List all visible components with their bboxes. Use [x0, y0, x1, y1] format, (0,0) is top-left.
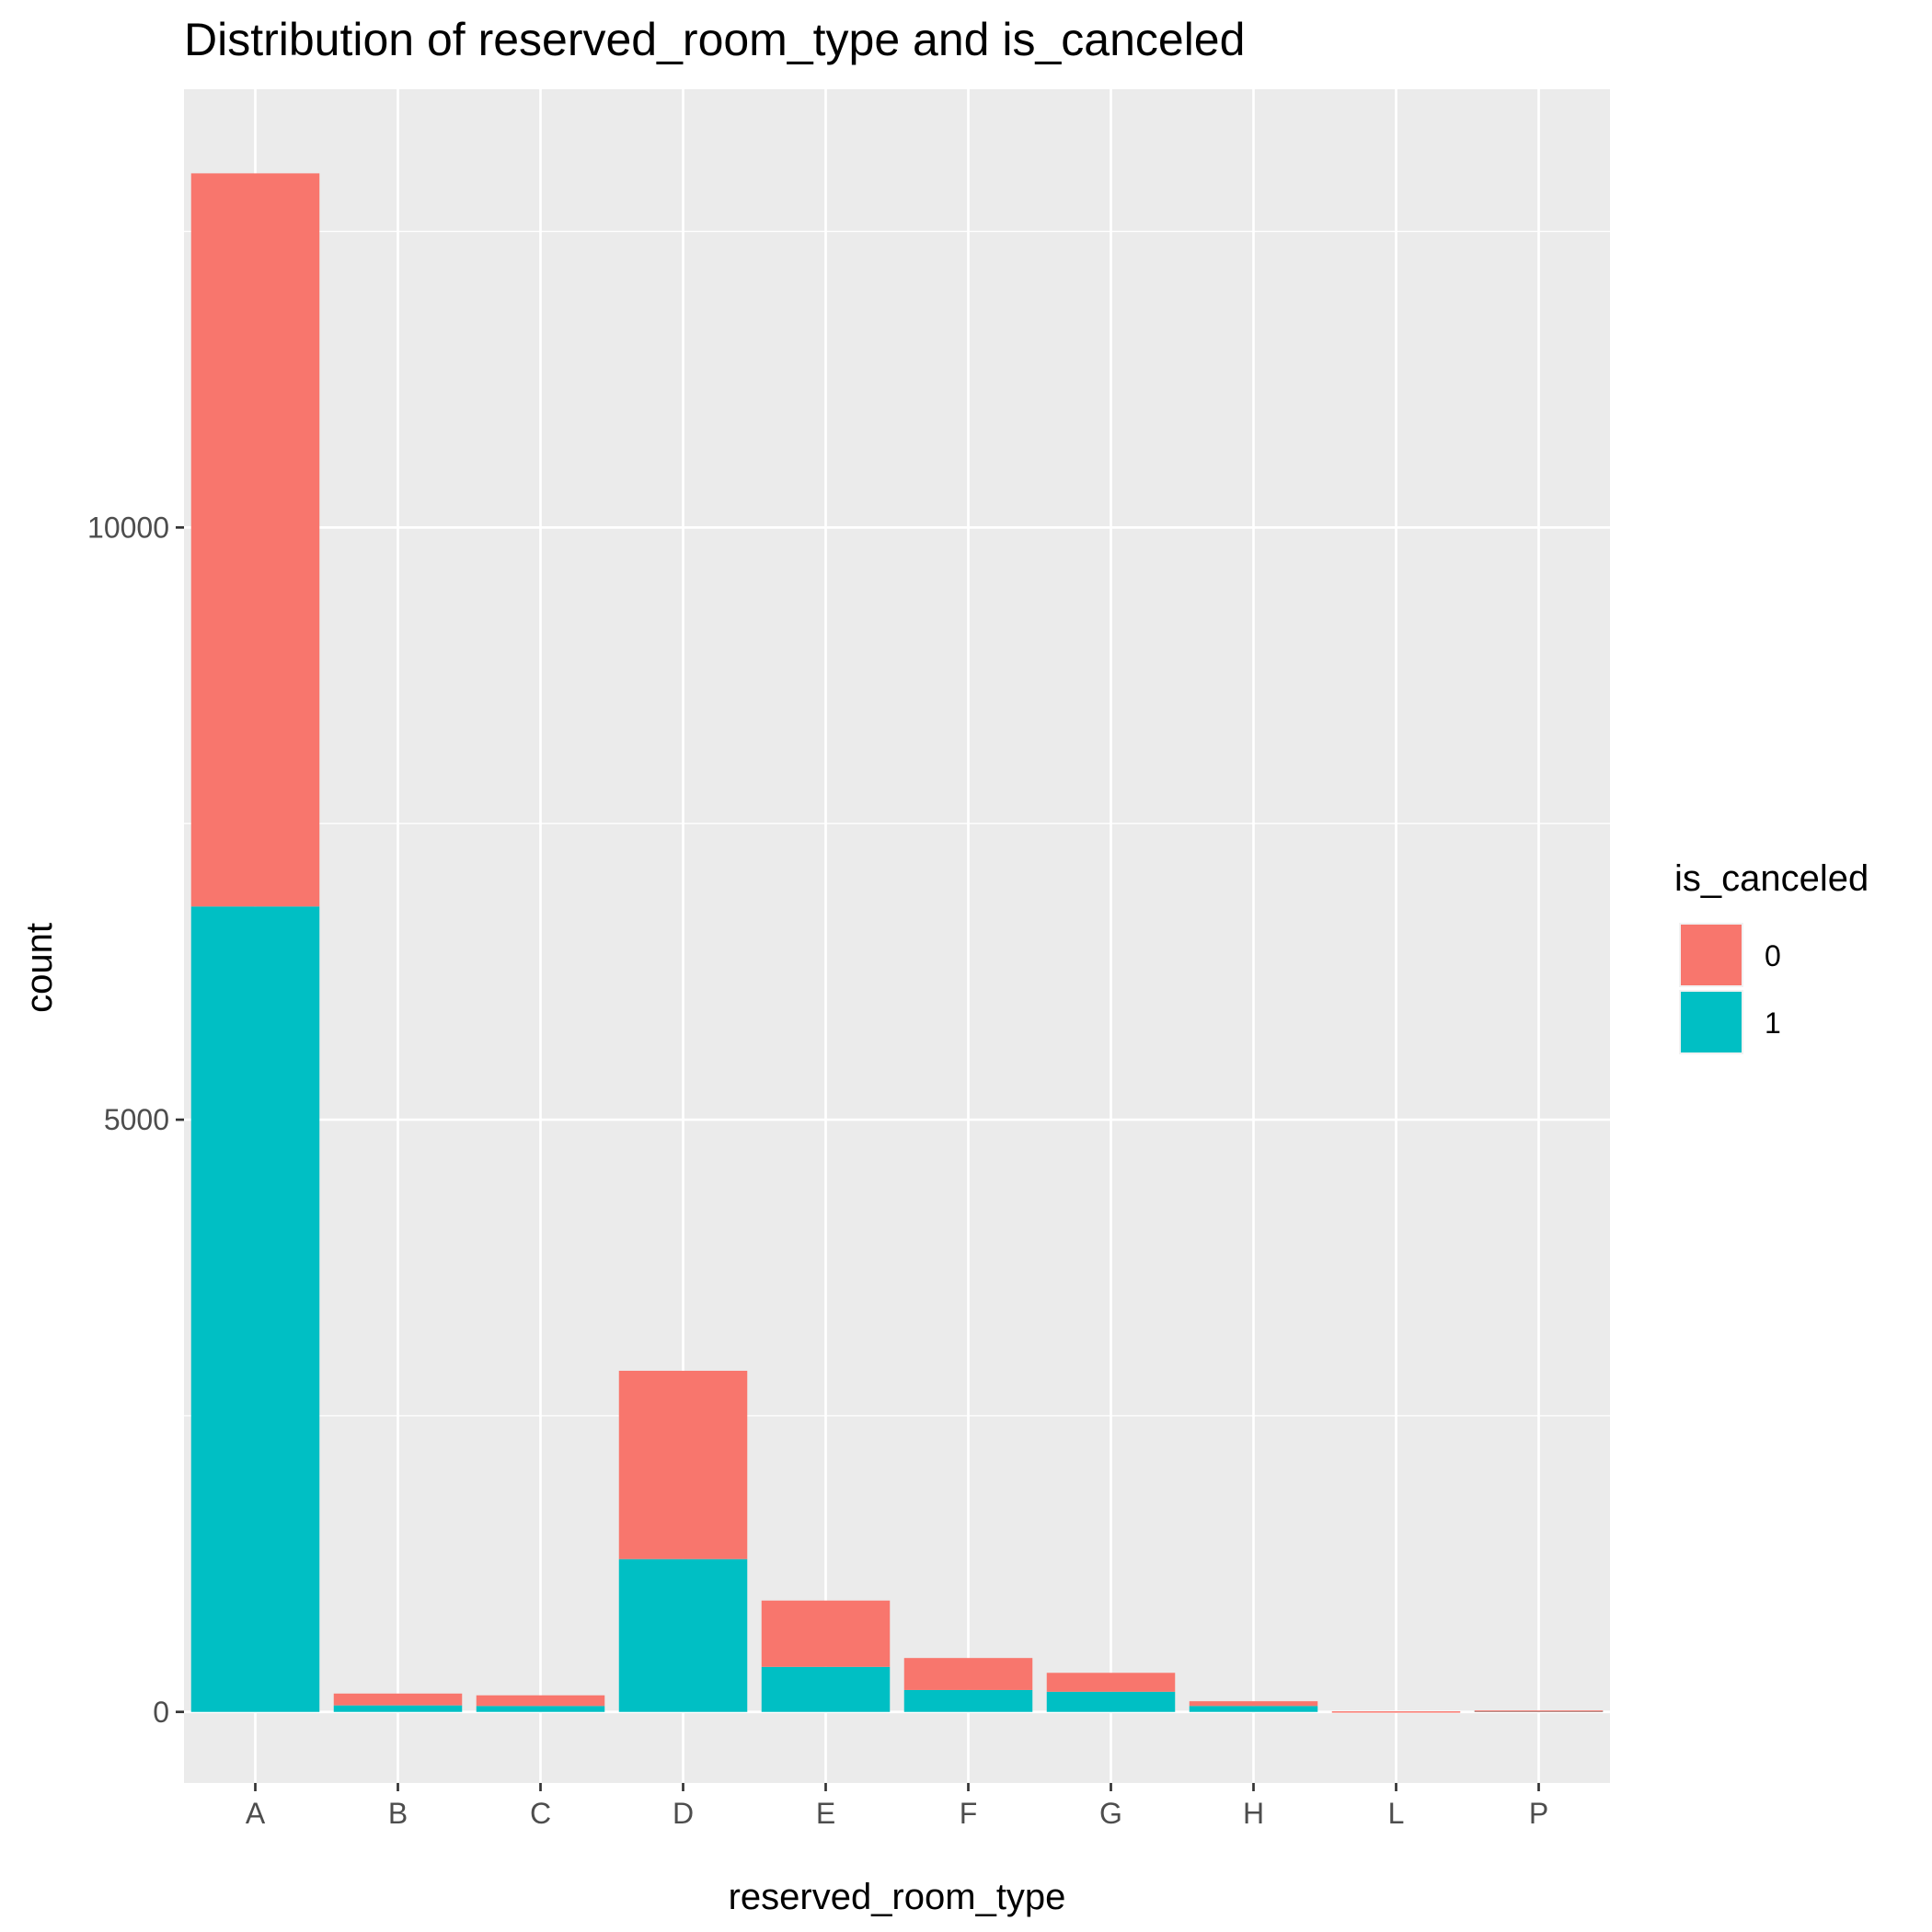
x-tick-label: L [1388, 1797, 1405, 1830]
x-tick-label: D [673, 1797, 694, 1830]
y-tick-label: 0 [153, 1696, 169, 1729]
y-tick-label: 10000 [87, 511, 169, 544]
x-tick-label: A [246, 1797, 266, 1830]
bar-P-is_canceled-0 [1474, 1710, 1604, 1712]
x-tick-label: P [1529, 1797, 1548, 1830]
x-tick-label: H [1243, 1797, 1264, 1830]
legend: is_canceled 0 1 [1674, 858, 1869, 1054]
bar-E-is_canceled-1 [761, 1666, 891, 1712]
minor-gridlines [184, 230, 1610, 1417]
bar-D-is_canceled-1 [618, 1558, 748, 1712]
bar-D-is_canceled-0 [618, 1370, 748, 1559]
bar-F-is_canceled-0 [903, 1658, 1033, 1690]
bar-G-is_canceled-0 [1046, 1673, 1176, 1692]
bar-C-is_canceled-1 [476, 1706, 605, 1712]
x-axis-title: reserved_room_type [729, 1877, 1066, 1917]
y-tick-label: 5000 [104, 1103, 169, 1136]
legend-label-1: 1 [1765, 1006, 1781, 1040]
bar-B-is_canceled-1 [333, 1705, 463, 1712]
x-tick-label: G [1099, 1797, 1122, 1830]
chart-title: Distribution of reserved_room_type and i… [184, 14, 1245, 65]
legend-swatch-1 [1681, 992, 1742, 1052]
legend-swatch-0 [1681, 925, 1742, 985]
plot-panel [184, 89, 1610, 1783]
bar-H-is_canceled-0 [1189, 1701, 1318, 1707]
bar-A-is_canceled-1 [190, 906, 320, 1712]
y-axis-title: count [19, 923, 60, 1013]
bar-B-is_canceled-0 [333, 1693, 463, 1706]
x-tick-label: C [530, 1797, 551, 1830]
bar-A-is_canceled-0 [190, 173, 320, 907]
bar-E-is_canceled-0 [761, 1600, 891, 1667]
x-tick-label: E [816, 1797, 835, 1830]
legend-title: is_canceled [1674, 858, 1869, 899]
bar-F-is_canceled-1 [903, 1689, 1033, 1712]
bar-G-is_canceled-1 [1046, 1691, 1176, 1712]
x-tick-label: B [388, 1797, 408, 1830]
y-axis: 0 5000 10000 [87, 511, 184, 1729]
bars [190, 173, 1604, 1713]
bar-C-is_canceled-0 [476, 1695, 605, 1707]
legend-label-0: 0 [1765, 939, 1781, 972]
x-tick-label: F [960, 1797, 978, 1830]
bar-L-is_canceled-0 [1331, 1711, 1461, 1713]
bar-H-is_canceled-1 [1189, 1706, 1318, 1712]
